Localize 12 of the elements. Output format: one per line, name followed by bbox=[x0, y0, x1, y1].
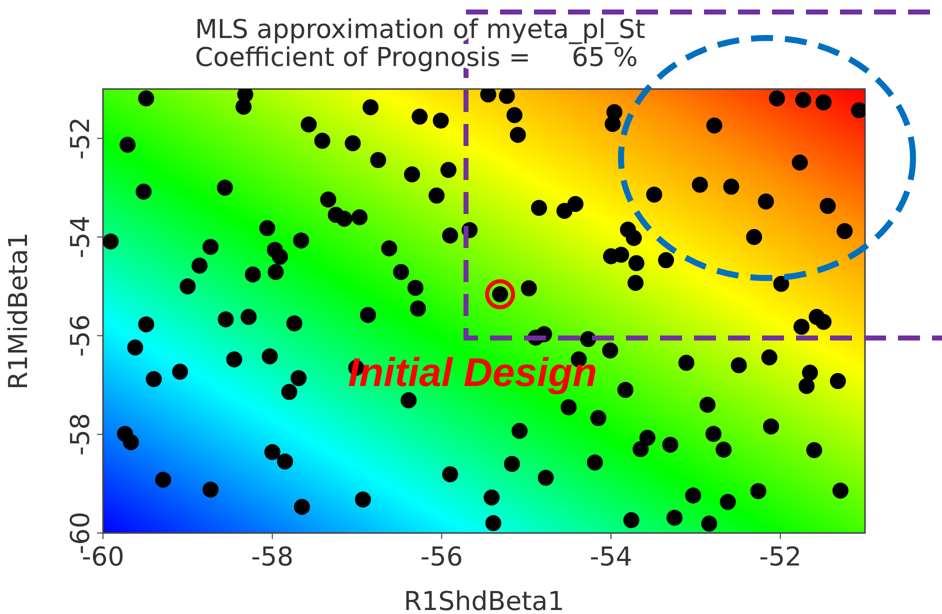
x-axis-title: R1ShdBeta1 bbox=[404, 587, 564, 614]
chart-subtitle: Coefficient of Prognosis = 65 % bbox=[195, 43, 638, 73]
x-tick-label: -56 bbox=[420, 542, 463, 572]
y-tick-label: -52 bbox=[66, 117, 96, 160]
x-tick-label: -54 bbox=[590, 542, 632, 572]
y-tick-label: -58 bbox=[66, 413, 96, 456]
x-tick-label: -58 bbox=[251, 542, 294, 572]
y-tick-label: -56 bbox=[66, 314, 96, 357]
y-axis-title: R1MidBeta1 bbox=[4, 232, 34, 390]
annotation: Initial Design bbox=[348, 351, 598, 396]
x-tick-label: -52 bbox=[759, 542, 802, 572]
y-tick-label: -54 bbox=[66, 216, 96, 258]
